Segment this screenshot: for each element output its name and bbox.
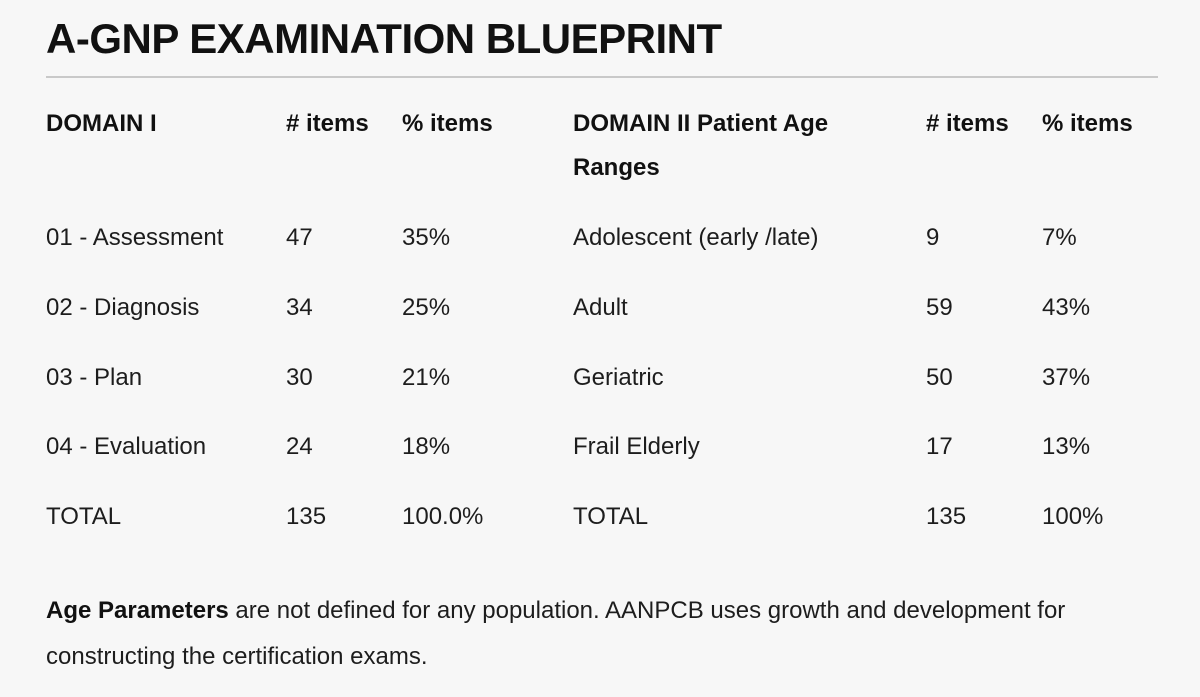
domain1-row-2-name: 02 - Diagnosis [46,294,200,321]
age-parameters-text: are not defined for any population. AANP… [46,597,1066,670]
domain2-row-2-name: Adult [573,294,628,321]
domain1-total-percent: 100.0% [402,503,484,530]
domain2-row-2-items: 59 [926,294,953,321]
domain2-total-label: TOTAL [573,503,649,530]
age-parameters-label: Age Parameters [46,597,229,624]
domain2-row-3-items: 50 [926,364,953,391]
domain2-row-1-percent: 7% [1042,224,1077,251]
domain1-row-3-items: 30 [286,364,313,391]
domain1-row-4-items: 24 [286,433,313,460]
domain1-total-items: 135 [286,503,327,530]
domain2-row-4-percent: 13% [1042,433,1091,460]
domain2-header-items: # items [926,110,1009,137]
domain1-row-4-percent: 18% [402,433,451,460]
domain2-total-items: 135 [926,503,967,530]
domain2-row-1-items: 9 [926,224,940,251]
page-title: A-GNP EXAMINATION BLUEPRINT [46,15,722,62]
domain1-row-1-percent: 35% [402,224,451,251]
domain1-header-percent: % items [402,110,493,137]
age-parameters-note: Age Parameters are not defined for any p… [46,588,1156,680]
domain1-row-3-name: 03 - Plan [46,364,143,391]
domain1-row-1-items: 47 [286,224,313,251]
domain2-row-3-percent: 37% [1042,364,1091,391]
domain2-row-1-name: Adolescent (early /late) [573,224,819,251]
domain2-row-4-name: Frail Elderly [573,433,700,460]
domain2-total-percent: 100% [1042,503,1104,530]
domain1-row-1-name: 01 - Assessment [46,224,224,251]
domain2-header-domain: DOMAIN II Patient Age Ranges [573,110,829,181]
domain1-header-items: # items [286,110,369,137]
domain1-row-2-items: 34 [286,294,313,321]
domain2-header-percent: % items [1042,110,1133,137]
domain2-row-3-name: Geriatric [573,364,664,391]
domain1-row-2-percent: 25% [402,294,451,321]
domain1-row-4-name: 04 - Evaluation [46,433,207,460]
title-divider [46,76,1158,78]
domain2-row-2-percent: 43% [1042,294,1091,321]
domain1-row-3-percent: 21% [402,364,451,391]
domain1-total-label: TOTAL [46,503,122,530]
domain1-header-domain: DOMAIN I [46,110,157,137]
domain2-row-4-items: 17 [926,433,953,460]
